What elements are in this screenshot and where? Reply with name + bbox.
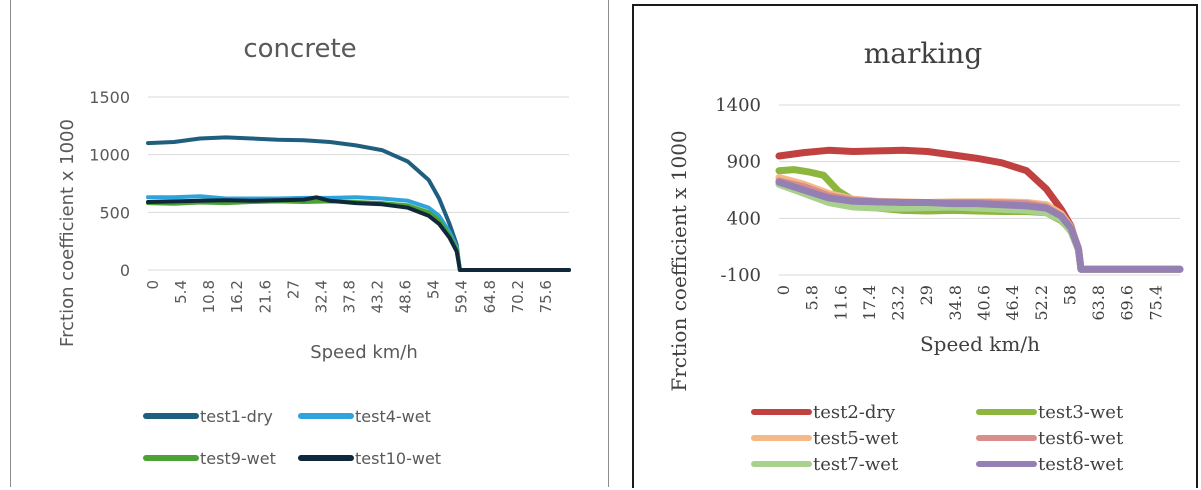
x-tick-label: 29 (917, 285, 936, 305)
x-tick-label: 27 (284, 280, 302, 299)
y-tick-label: 400 (727, 208, 761, 229)
x-tick-label: 10.8 (200, 280, 218, 313)
x-tick-label: 58 (1060, 285, 1079, 305)
x-axis-label: Speed km/h (920, 332, 1040, 356)
x-tick-label: 48.6 (397, 280, 415, 313)
x-tick-label: 46.4 (1003, 285, 1022, 321)
x-tick-label: 0 (144, 280, 162, 290)
legend-label: test9-wet (200, 449, 276, 468)
legend-label: test10-wet (355, 449, 441, 468)
legend-label: test5-wet (813, 428, 899, 449)
x-tick-label: 11.6 (831, 285, 850, 321)
x-tick-label: 40.6 (975, 285, 994, 321)
y-tick-label: -100 (721, 265, 761, 286)
series-line-test8-wet (775, 178, 1184, 273)
x-tick-label: 17.4 (860, 285, 879, 321)
x-axis-label: Speed km/h (310, 342, 418, 363)
legend-label: test7-wet (813, 454, 899, 475)
x-tick-label: 5.8 (803, 285, 822, 310)
series-line-test4-wet (146, 194, 571, 272)
x-tick-label: 37.8 (340, 280, 358, 313)
chart-concrete: concrete 0 500 1000 1500 0 5.4 10.8 16.2 21.6 27… (57, 34, 571, 468)
chart-marking: marking -100 400 900 1400 0 5.8 11.6 17.4 23.2 2… (667, 37, 1184, 475)
x-tick-label: 21.6 (256, 280, 274, 313)
y-tick-label: 500 (99, 203, 130, 222)
x-tick-label: 43.2 (369, 280, 387, 313)
x-tick-label: 23.2 (889, 285, 908, 321)
y-tick-label: 1500 (89, 88, 130, 107)
legend-label: test8-wet (1038, 454, 1124, 475)
x-tick-label: 59.4 (453, 280, 471, 313)
y-tick-label: 900 (727, 152, 761, 173)
legend-label: test4-wet (355, 407, 431, 426)
x-tick-label: 54 (425, 280, 443, 299)
x-tick-label: 0 (774, 285, 793, 295)
x-tick-label: 69.6 (1118, 285, 1137, 321)
x-tick-label: 63.8 (1089, 285, 1108, 321)
chart-panel-marking: marking -100 400 900 1400 0 5.8 11.6 17.4 23.2 2… (632, 4, 1198, 488)
y-axis-label: Frction coefficient x 1000 (57, 119, 78, 347)
x-tick-label: 52.2 (1032, 285, 1051, 321)
x-tick-label: 75.4 (1146, 285, 1165, 321)
legend-label: test6-wet (1038, 428, 1124, 449)
chart-title: concrete (243, 34, 356, 64)
chart-title: marking (864, 37, 983, 70)
x-tick-label: 34.8 (946, 285, 965, 321)
chart-panel-concrete: concrete 0 500 1000 1500 0 5.4 10.8 16.2 21.6 27… (10, 0, 609, 487)
legend-label: test1-dry (200, 407, 273, 426)
x-tick-label: 5.4 (172, 280, 190, 304)
series-line-test1-dry (146, 135, 571, 272)
y-tick-label: 1400 (715, 95, 761, 116)
y-tick-label: 1000 (89, 146, 130, 165)
y-axis-label: Frction coefficient x 1000 (667, 130, 691, 391)
x-tick-label: 75.6 (537, 280, 555, 313)
series-line-test9-wet (146, 199, 571, 272)
series-line-test3-wet (775, 166, 1184, 273)
series-line-test10-wet (146, 195, 571, 272)
series-line-test6-wet (775, 177, 1184, 273)
x-tick-label: 32.4 (312, 280, 330, 313)
y-tick-label: 0 (120, 261, 130, 280)
x-tick-label: 16.2 (228, 280, 246, 313)
legend-label: test2-dry (813, 402, 896, 423)
x-tick-label: 70.2 (509, 280, 527, 313)
legend-label: test3-wet (1038, 402, 1124, 423)
x-tick-label: 64.8 (481, 280, 499, 313)
